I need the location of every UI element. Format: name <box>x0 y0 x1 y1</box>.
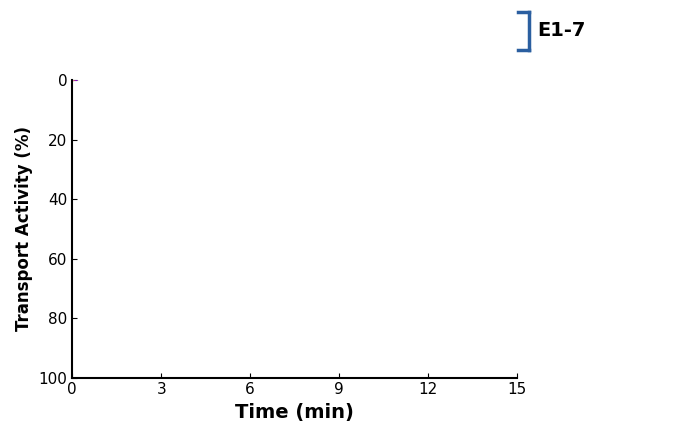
Y-axis label: Transport Activity (%): Transport Activity (%) <box>15 126 33 331</box>
Text: E1-7: E1-7 <box>538 21 586 41</box>
X-axis label: Time (min): Time (min) <box>235 403 354 422</box>
